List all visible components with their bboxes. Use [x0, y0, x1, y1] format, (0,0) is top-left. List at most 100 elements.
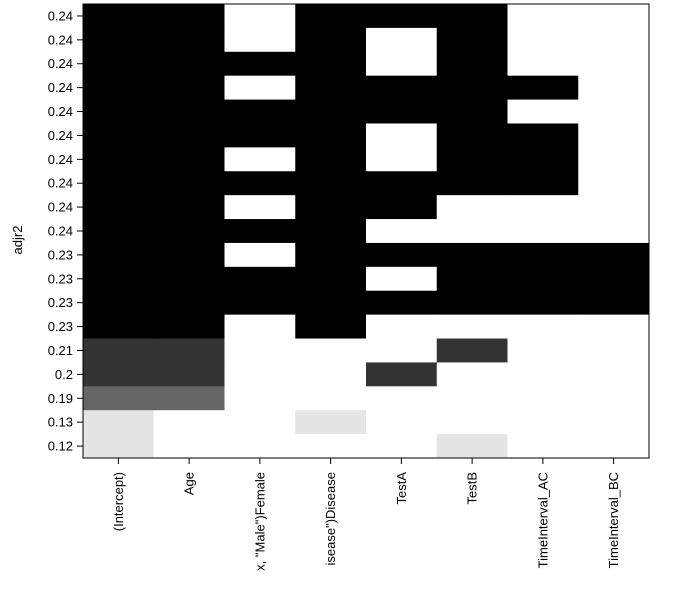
cell	[153, 410, 225, 435]
cell	[507, 123, 579, 148]
cell	[436, 362, 508, 387]
cell	[436, 266, 508, 292]
cell	[83, 195, 155, 220]
cell	[83, 147, 155, 172]
cell	[224, 219, 296, 244]
cell	[224, 27, 296, 53]
cell	[436, 290, 508, 316]
cell	[366, 314, 438, 340]
cell	[366, 123, 438, 148]
cell	[507, 266, 579, 292]
cell	[436, 219, 508, 244]
cell	[295, 434, 367, 459]
y-tick-label: 0.19	[48, 391, 73, 406]
cell	[295, 75, 367, 101]
cell	[366, 386, 438, 411]
cell	[224, 123, 296, 148]
cell	[153, 266, 225, 292]
cell	[153, 434, 225, 459]
cell	[507, 362, 579, 387]
cell	[153, 147, 225, 172]
y-tick-label: 0.24	[48, 56, 73, 71]
cell	[578, 314, 650, 340]
cell	[507, 4, 579, 29]
x-tick-label: (Intercept)	[111, 472, 126, 531]
cell	[153, 123, 225, 148]
y-tick-label: 0.23	[48, 247, 73, 262]
cell	[436, 147, 508, 172]
cell	[224, 410, 296, 435]
y-tick-label: 0.24	[48, 8, 73, 23]
cell	[224, 314, 296, 340]
cell	[578, 290, 650, 316]
cell	[224, 290, 296, 316]
y-tick-label: 0.24	[48, 32, 73, 47]
cell	[578, 4, 650, 29]
cell	[436, 386, 508, 411]
cell	[366, 4, 438, 29]
cell	[295, 410, 367, 435]
cell	[436, 51, 508, 77]
cell	[83, 75, 155, 101]
cell	[83, 410, 155, 435]
cell	[153, 242, 225, 268]
cell	[366, 434, 438, 459]
cell	[507, 99, 579, 124]
cell	[295, 27, 367, 53]
cell	[436, 27, 508, 53]
cell	[578, 171, 650, 196]
cell	[83, 434, 155, 459]
cell	[153, 27, 225, 53]
cell	[507, 171, 579, 196]
cell	[83, 266, 155, 292]
cell	[578, 242, 650, 268]
y-tick-label: 0.24	[48, 176, 73, 191]
cell	[153, 290, 225, 316]
y-axis-label: adjr2	[10, 226, 25, 255]
cell	[578, 386, 650, 411]
cell	[295, 147, 367, 172]
cell	[83, 338, 155, 363]
cell	[295, 362, 367, 387]
cell	[578, 219, 650, 244]
cell	[436, 75, 508, 101]
cell	[295, 338, 367, 363]
cell	[436, 4, 508, 29]
cell	[507, 195, 579, 220]
cell	[224, 171, 296, 196]
cell	[578, 27, 650, 53]
cell	[507, 51, 579, 77]
cell	[83, 290, 155, 316]
cell	[153, 4, 225, 29]
x-tick-label: TestB	[465, 472, 480, 505]
cell	[366, 27, 438, 53]
cell	[83, 314, 155, 340]
cell	[507, 338, 579, 363]
cell	[295, 171, 367, 196]
cell	[578, 338, 650, 363]
cell	[366, 195, 438, 220]
y-tick-label: 0.23	[48, 271, 73, 286]
cell	[295, 123, 367, 148]
cell	[366, 75, 438, 101]
cell	[436, 242, 508, 268]
cell	[436, 314, 508, 340]
cell	[578, 362, 650, 387]
cell	[153, 386, 225, 411]
cell	[295, 195, 367, 220]
x-tick-label: isease")Disease	[323, 472, 338, 566]
cell	[436, 99, 508, 124]
cell	[224, 147, 296, 172]
cell	[436, 410, 508, 435]
cell	[83, 99, 155, 124]
cell	[295, 386, 367, 411]
cell	[366, 171, 438, 196]
y-tick-label: 0.24	[48, 200, 73, 215]
cell	[366, 410, 438, 435]
cell	[366, 266, 438, 292]
y-tick-label: 0.23	[48, 295, 73, 310]
cell	[436, 123, 508, 148]
cell	[83, 123, 155, 148]
